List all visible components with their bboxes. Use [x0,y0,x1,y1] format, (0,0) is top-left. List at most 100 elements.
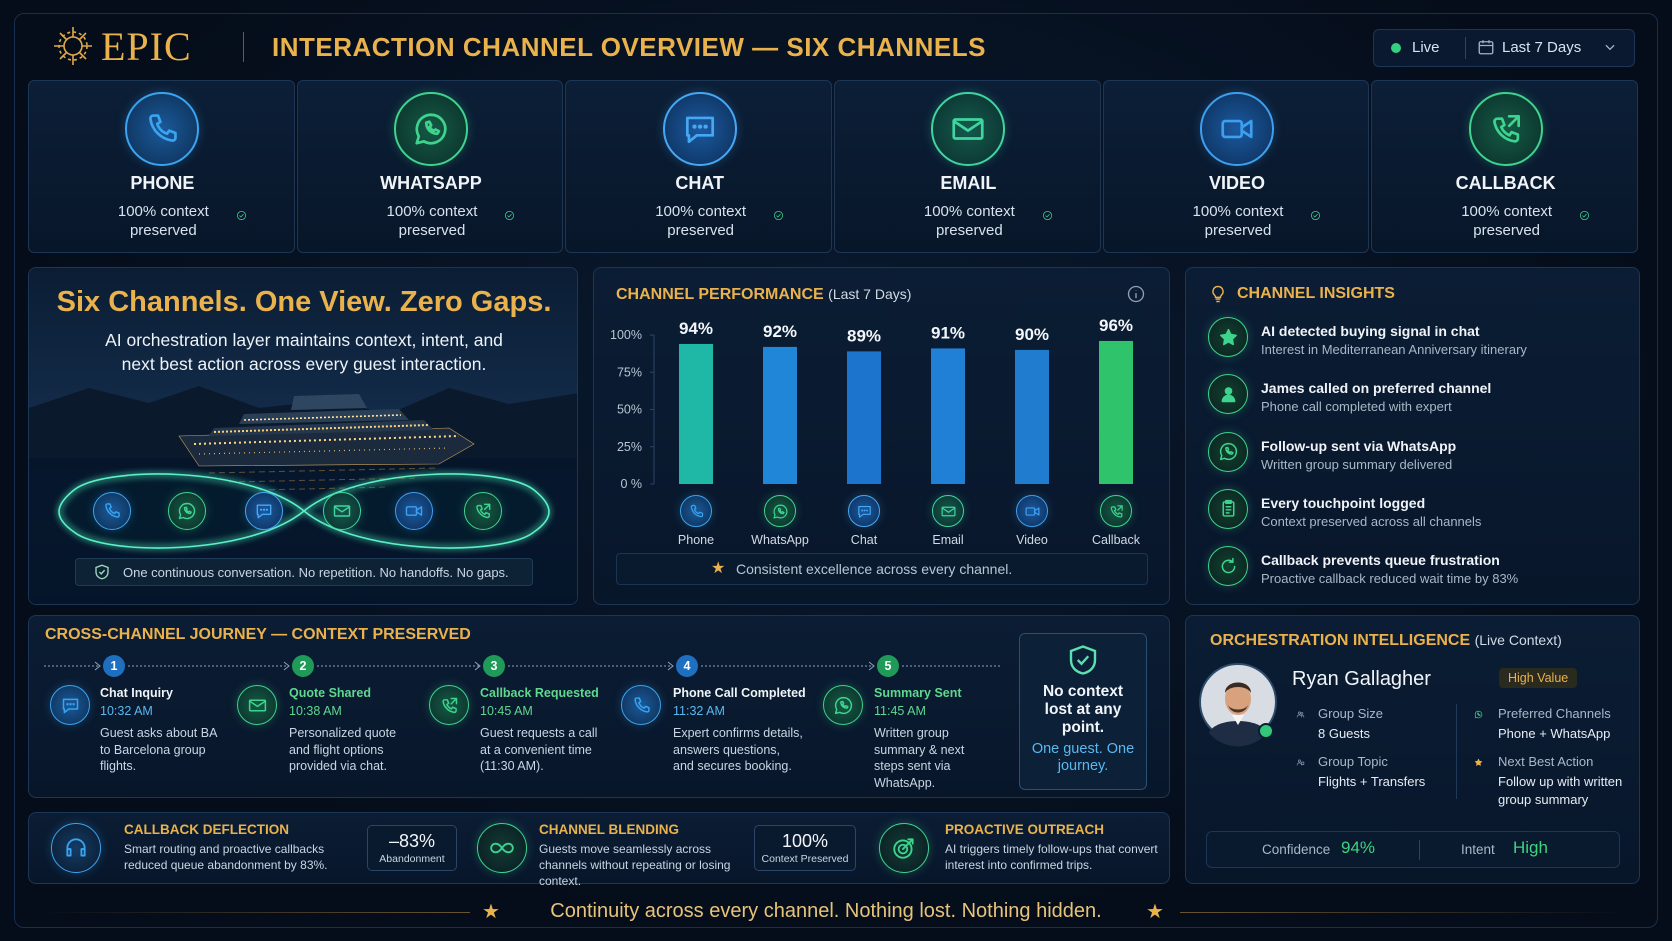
glyph [441,697,457,713]
glyph [834,696,852,714]
glyph [1219,328,1237,345]
step-number: 4 [676,655,698,677]
stat-value: –83% [388,831,436,851]
glyph-part [505,210,515,220]
ship [178,394,475,491]
stat-label: Abandonment [379,853,445,865]
glyph-part [941,506,955,516]
field-value: Flights + Transfers [1318,774,1426,789]
glyph-part [1297,759,1301,762]
glyph-part [248,699,266,711]
glyph-part [1212,285,1224,303]
glyph-part [1258,723,1274,739]
glyph [1025,506,1039,516]
glyph [505,210,515,220]
glyph-part [839,700,849,709]
value-label: 90% [1015,325,1049,344]
icon [125,92,200,166]
y-tick-label: 50% [617,403,642,417]
glyph [256,504,272,519]
glyph-part [66,838,86,852]
glyph-part [1232,715,1244,725]
field-value: Phone + WhatsApp [1498,726,1611,741]
glyph-part [777,507,785,514]
stat-label: Context Preserved [761,853,849,865]
glyph [1042,210,1052,220]
glyph-part [1209,721,1267,747]
step-text: Guest requests a call at a convenient ti… [480,726,598,773]
glyph-part [405,506,418,516]
arrow-head [94,661,101,671]
guest-name: Ryan Gallagher [1292,668,1431,690]
y-tick-label: 25% [617,440,642,454]
glyph-part [291,394,367,410]
glyph [952,118,984,140]
footer-star: ★ [1146,901,1164,923]
glyph-part [857,505,871,518]
channel-name: CHAT [675,173,724,193]
icon [237,685,277,725]
insight-title: Follow-up sent via WhatsApp [1261,437,1457,454]
glyph [1492,114,1520,143]
channel-card: EMAIL 100% context preserved [834,80,1101,253]
glyph-part [98,569,106,575]
glyph-part [1110,505,1122,518]
glyph-part [1127,285,1145,303]
info-icon[interactable] [1126,284,1146,304]
glyph-part [1492,117,1519,143]
icon [1100,495,1132,527]
chevron[interactable] [1603,40,1617,54]
bar [847,351,881,484]
glyph-part [1221,394,1235,403]
step-title: Summary Sent [874,686,962,700]
icon [621,685,661,725]
step-title: Phone Call Completed [673,686,806,700]
glyph-part [1605,44,1615,51]
glyph [62,698,78,713]
glyph-part [1240,119,1253,139]
confidence-label: Confidence [1262,842,1331,857]
icon [848,495,880,527]
icon [50,685,90,725]
live-dot [1391,43,1401,53]
arrow-head [868,661,875,671]
hero-panel: Six Channels. One View. Zero Gaps. AI or… [28,267,578,605]
step-time: 11:32 AM [673,704,725,718]
glyph [490,842,514,854]
channel-card: WHATSAPP 100% context preserved [296,80,564,253]
insight-title: Callback prevents queue frustration [1261,552,1500,569]
glyph [415,113,447,145]
glyph-part [490,842,514,854]
glyph-part [58,473,550,549]
stat-box [367,825,457,871]
glyph-part [95,564,109,580]
step-text: Guest asks about BA to Barcelona group f… [100,726,217,773]
glyph-part [1224,446,1234,455]
frame [14,13,1658,928]
glyph-part [1224,500,1232,515]
logo: EPIC [101,24,192,69]
channel-card: VIDEO 100% context preserved [1102,80,1370,253]
icon [51,823,101,873]
glyph [685,116,714,144]
glyph-part [105,503,120,518]
glyph-part [1479,40,1493,47]
channel-name: PHONE [130,173,195,193]
icon [464,492,502,530]
value-label: 94% [679,319,713,338]
glyph-part [1478,41,1494,55]
value-label: 89% [847,326,881,345]
range-selector[interactable]: Last 7 Days [1502,39,1582,56]
badge-subtitle: One guest. One journey. [1031,741,1135,774]
field-label: Group Topic [1318,754,1388,769]
metric-title: CHANNEL BLENDING [539,822,680,837]
guest-tag: High Value [1499,668,1578,688]
channel-note: 100% context preserved [1192,203,1284,239]
hero-title: Six Channels. One View. Zero Gaps. [56,286,552,318]
icon [168,492,206,530]
glyph-part [774,210,784,220]
glyph [178,502,196,520]
channel-card: CHAT 100% context preserved [565,80,832,253]
bar [763,346,797,484]
journey-badge [1019,633,1147,790]
